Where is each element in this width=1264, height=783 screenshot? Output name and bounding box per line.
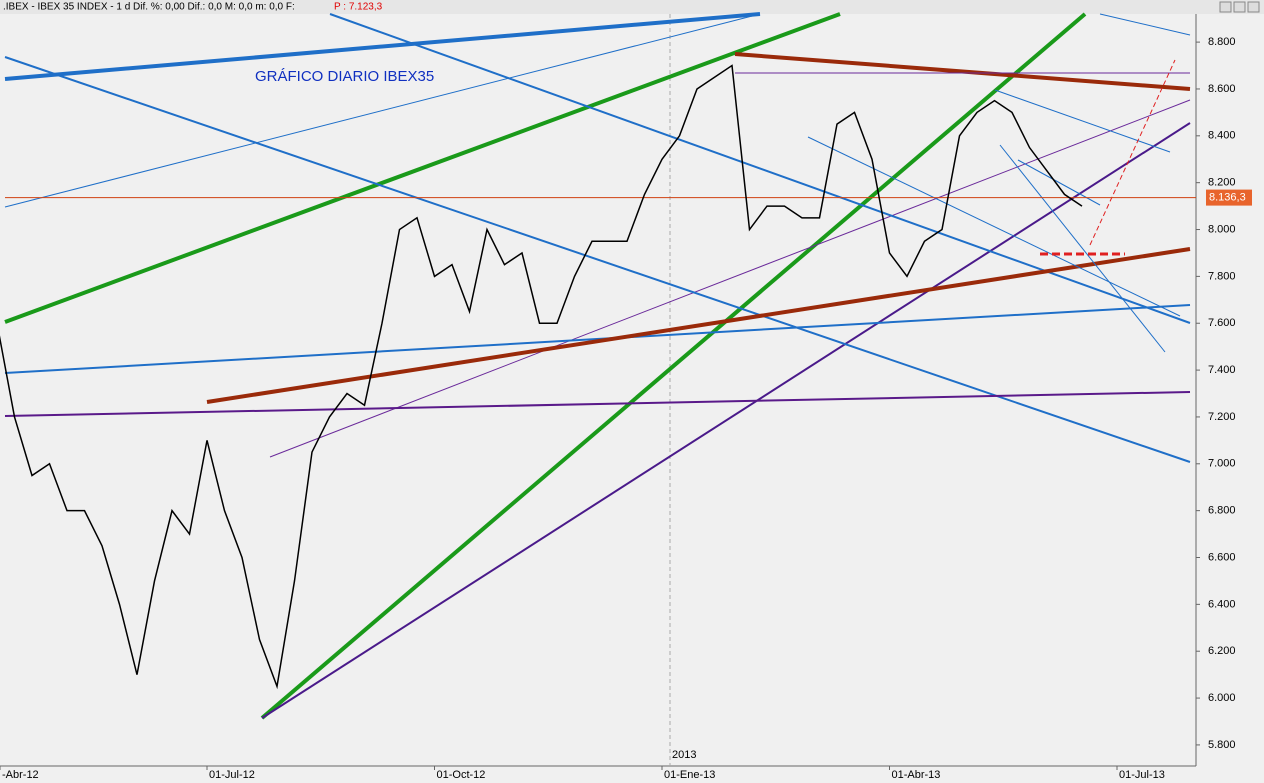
price-line <box>0 64 1083 690</box>
minimize-button[interactable] <box>1219 1 1232 13</box>
restore-button[interactable] <box>1233 1 1246 13</box>
x-tick-label: 01-Ene-13 <box>664 769 715 781</box>
trendlines <box>4 12 1191 720</box>
y-tick-label: 8.600 <box>1208 83 1236 95</box>
y-tick-label: 6.600 <box>1208 551 1236 563</box>
trendline <box>260 12 1087 720</box>
y-tick-label: 8.800 <box>1208 36 1236 48</box>
trendline <box>4 13 761 208</box>
header-bar <box>0 0 1264 14</box>
trendline <box>999 144 1166 353</box>
chart-title: GRÁFICO DIARIO IBEX35 <box>255 68 434 85</box>
y-tick-label: 6.400 <box>1208 598 1236 610</box>
last-price-label: 8.136,3 <box>1209 192 1246 204</box>
y-tick-label: 7.000 <box>1208 458 1236 470</box>
trendline <box>4 56 1191 463</box>
y-tick-label: 6.000 <box>1208 692 1236 704</box>
trendline <box>734 52 1191 91</box>
trendline <box>261 122 1191 719</box>
trendline <box>4 12 761 81</box>
x-tick-label: -Abr-12 <box>2 769 39 781</box>
trendline <box>4 304 1191 374</box>
y-tick-label: 7.600 <box>1208 317 1236 329</box>
y-tick-label: 6.200 <box>1208 645 1236 657</box>
trendline <box>807 136 1181 317</box>
trendline <box>269 99 1191 458</box>
header-text: .IBEX - IBEX 35 INDEX - 1 d Dif. %: 0,00… <box>3 2 295 13</box>
x-tick-label: 01-Jul-12 <box>209 769 255 781</box>
trendline <box>994 89 1171 153</box>
trendline <box>1099 13 1191 36</box>
year-marker: 2013 <box>672 749 696 761</box>
y-tick-label: 8.000 <box>1208 223 1236 235</box>
x-tick-label: 01-Abr-13 <box>892 769 941 781</box>
last-price-box <box>1206 189 1252 206</box>
y-tick-label: 5.800 <box>1208 739 1236 751</box>
close-button[interactable] <box>1247 1 1260 13</box>
header-price: P : 7.123,3 <box>334 2 383 13</box>
projection-line <box>1089 59 1176 246</box>
window-buttons[interactable] <box>1219 1 1260 13</box>
x-tick-label: 01-Oct-12 <box>437 769 486 781</box>
trendline <box>4 391 1191 417</box>
trendline <box>4 12 841 324</box>
y-tick-label: 8.200 <box>1208 177 1236 189</box>
x-tick-label: 01-Jul-13 <box>1119 769 1165 781</box>
y-tick-label: 7.800 <box>1208 270 1236 282</box>
y-tick-label: 6.800 <box>1208 505 1236 517</box>
y-tick-label: 7.200 <box>1208 411 1236 423</box>
y-tick-label: 7.400 <box>1208 364 1236 376</box>
y-tick-label: 8.400 <box>1208 130 1236 142</box>
